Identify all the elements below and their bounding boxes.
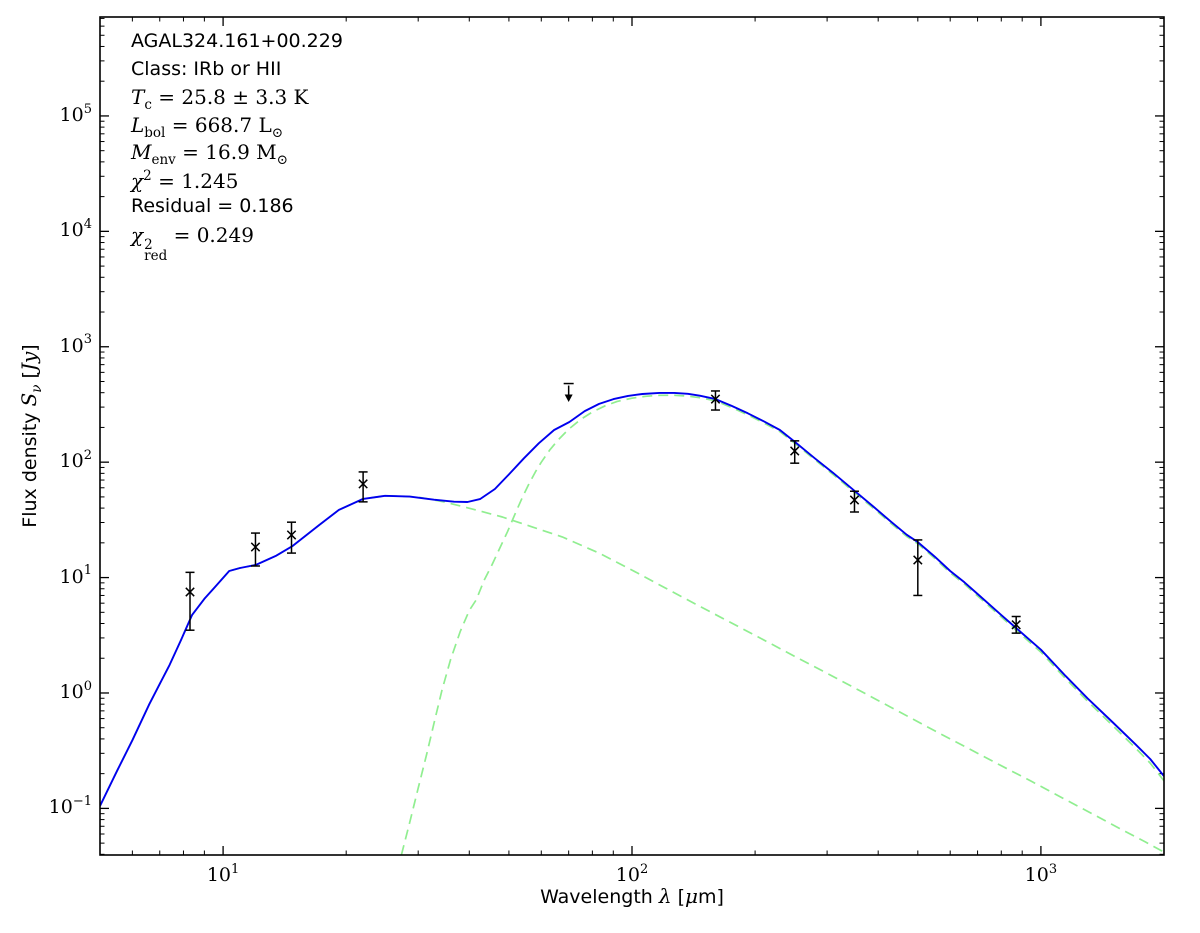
- y-tick-label: 101: [59, 563, 92, 588]
- text-part: env: [151, 152, 176, 168]
- y-tick-label: 105: [59, 101, 92, 126]
- text-part: = 668.7 L: [165, 112, 272, 137]
- data-point: [710, 390, 721, 411]
- text-part: ⊙: [276, 152, 288, 168]
- y-tick-label: 10−1: [48, 794, 92, 819]
- data-point: [789, 440, 800, 464]
- data-point: [849, 490, 860, 513]
- model-curves: [100, 391, 1164, 855]
- annotation-class: Class: IRb or HII: [131, 58, 343, 86]
- total-model-line: [100, 391, 1164, 807]
- annotation-source-name: AGAL324.161+00.229: [131, 30, 343, 58]
- text-part: M: [131, 140, 152, 164]
- annotation-chi2-reduced: χ 2 red = 0.249: [131, 222, 343, 263]
- text-part: = 25.8 ± 3.3 K: [151, 85, 309, 109]
- text-part: λ: [658, 884, 672, 908]
- x-marker: [1011, 620, 1021, 630]
- annotation-luminosity: Lbol = 668.7 L⊙: [131, 113, 343, 141]
- text-part: Wavelength: [540, 886, 659, 908]
- data-point: [185, 571, 195, 631]
- annotation-envelope-mass: Menv = 16.9 M⊙: [131, 140, 343, 168]
- text-part: AGAL324.161+00.229: [131, 30, 343, 52]
- data-point: [1011, 615, 1021, 634]
- x-marker: [185, 587, 195, 597]
- cold-component-line: [400, 394, 1164, 855]
- annotation-temperature: Tc = 25.8 ± 3.3 K: [131, 85, 343, 113]
- stacked-script: 2 red: [144, 236, 168, 264]
- text-part: = 0.249: [167, 222, 254, 247]
- y-tick-label: 104: [59, 217, 92, 242]
- data-point: [358, 471, 368, 503]
- text-part: L: [131, 112, 145, 137]
- x-marker: [789, 446, 800, 456]
- x-tick-label: 103: [1024, 861, 1058, 886]
- data-point: [913, 539, 923, 597]
- y-tick-label: 100: [59, 678, 92, 703]
- hot-component-line: [100, 494, 1164, 853]
- text-part: ⊙: [271, 124, 284, 141]
- x-marker: [358, 479, 368, 489]
- text-part: Class: IRb or HII: [131, 57, 282, 80]
- text-part: χ: [131, 168, 144, 193]
- photometry-points: [185, 390, 1021, 634]
- upper-limit-arrow: [563, 382, 574, 403]
- text-part: 2: [143, 167, 152, 184]
- y-tick-label: 102: [59, 447, 92, 473]
- data-point: [250, 532, 261, 567]
- annotation-block: AGAL324.161+00.229 Class: IRb or HII Tc = …: [131, 30, 343, 263]
- x-marker: [849, 495, 860, 505]
- text-part: = 16.9 M: [175, 140, 277, 164]
- y-tick-label: 103: [59, 332, 92, 357]
- x-marker: [250, 542, 261, 552]
- text-part: m]: [697, 886, 724, 908]
- plot-frame: [99, 16, 1165, 856]
- text-part: μ: [684, 884, 698, 908]
- x-tick-label: 101: [206, 861, 240, 886]
- text-part: [: [671, 886, 685, 908]
- annotation-chi2: χ2 = 1.245: [131, 168, 343, 196]
- x-axis-label: Wavelength λ [μm]: [432, 884, 832, 908]
- data-point: [286, 521, 297, 554]
- x-marker: [710, 394, 721, 404]
- x-tick-label: 102: [615, 861, 649, 886]
- text-part: c: [144, 97, 152, 113]
- text-part: χ: [131, 222, 144, 247]
- text-part: S: [17, 392, 41, 407]
- text-part: ν: [29, 384, 45, 393]
- x-marker: [913, 555, 923, 565]
- text-part: bol: [144, 124, 166, 141]
- x-marker: [286, 530, 297, 540]
- text-part: = 1.245: [151, 168, 239, 193]
- annotation-residual: Residual = 0.186: [131, 195, 343, 223]
- text-part: T: [131, 85, 145, 109]
- text-part: [: [19, 371, 41, 385]
- text-part: Residual = 0.186: [131, 195, 294, 217]
